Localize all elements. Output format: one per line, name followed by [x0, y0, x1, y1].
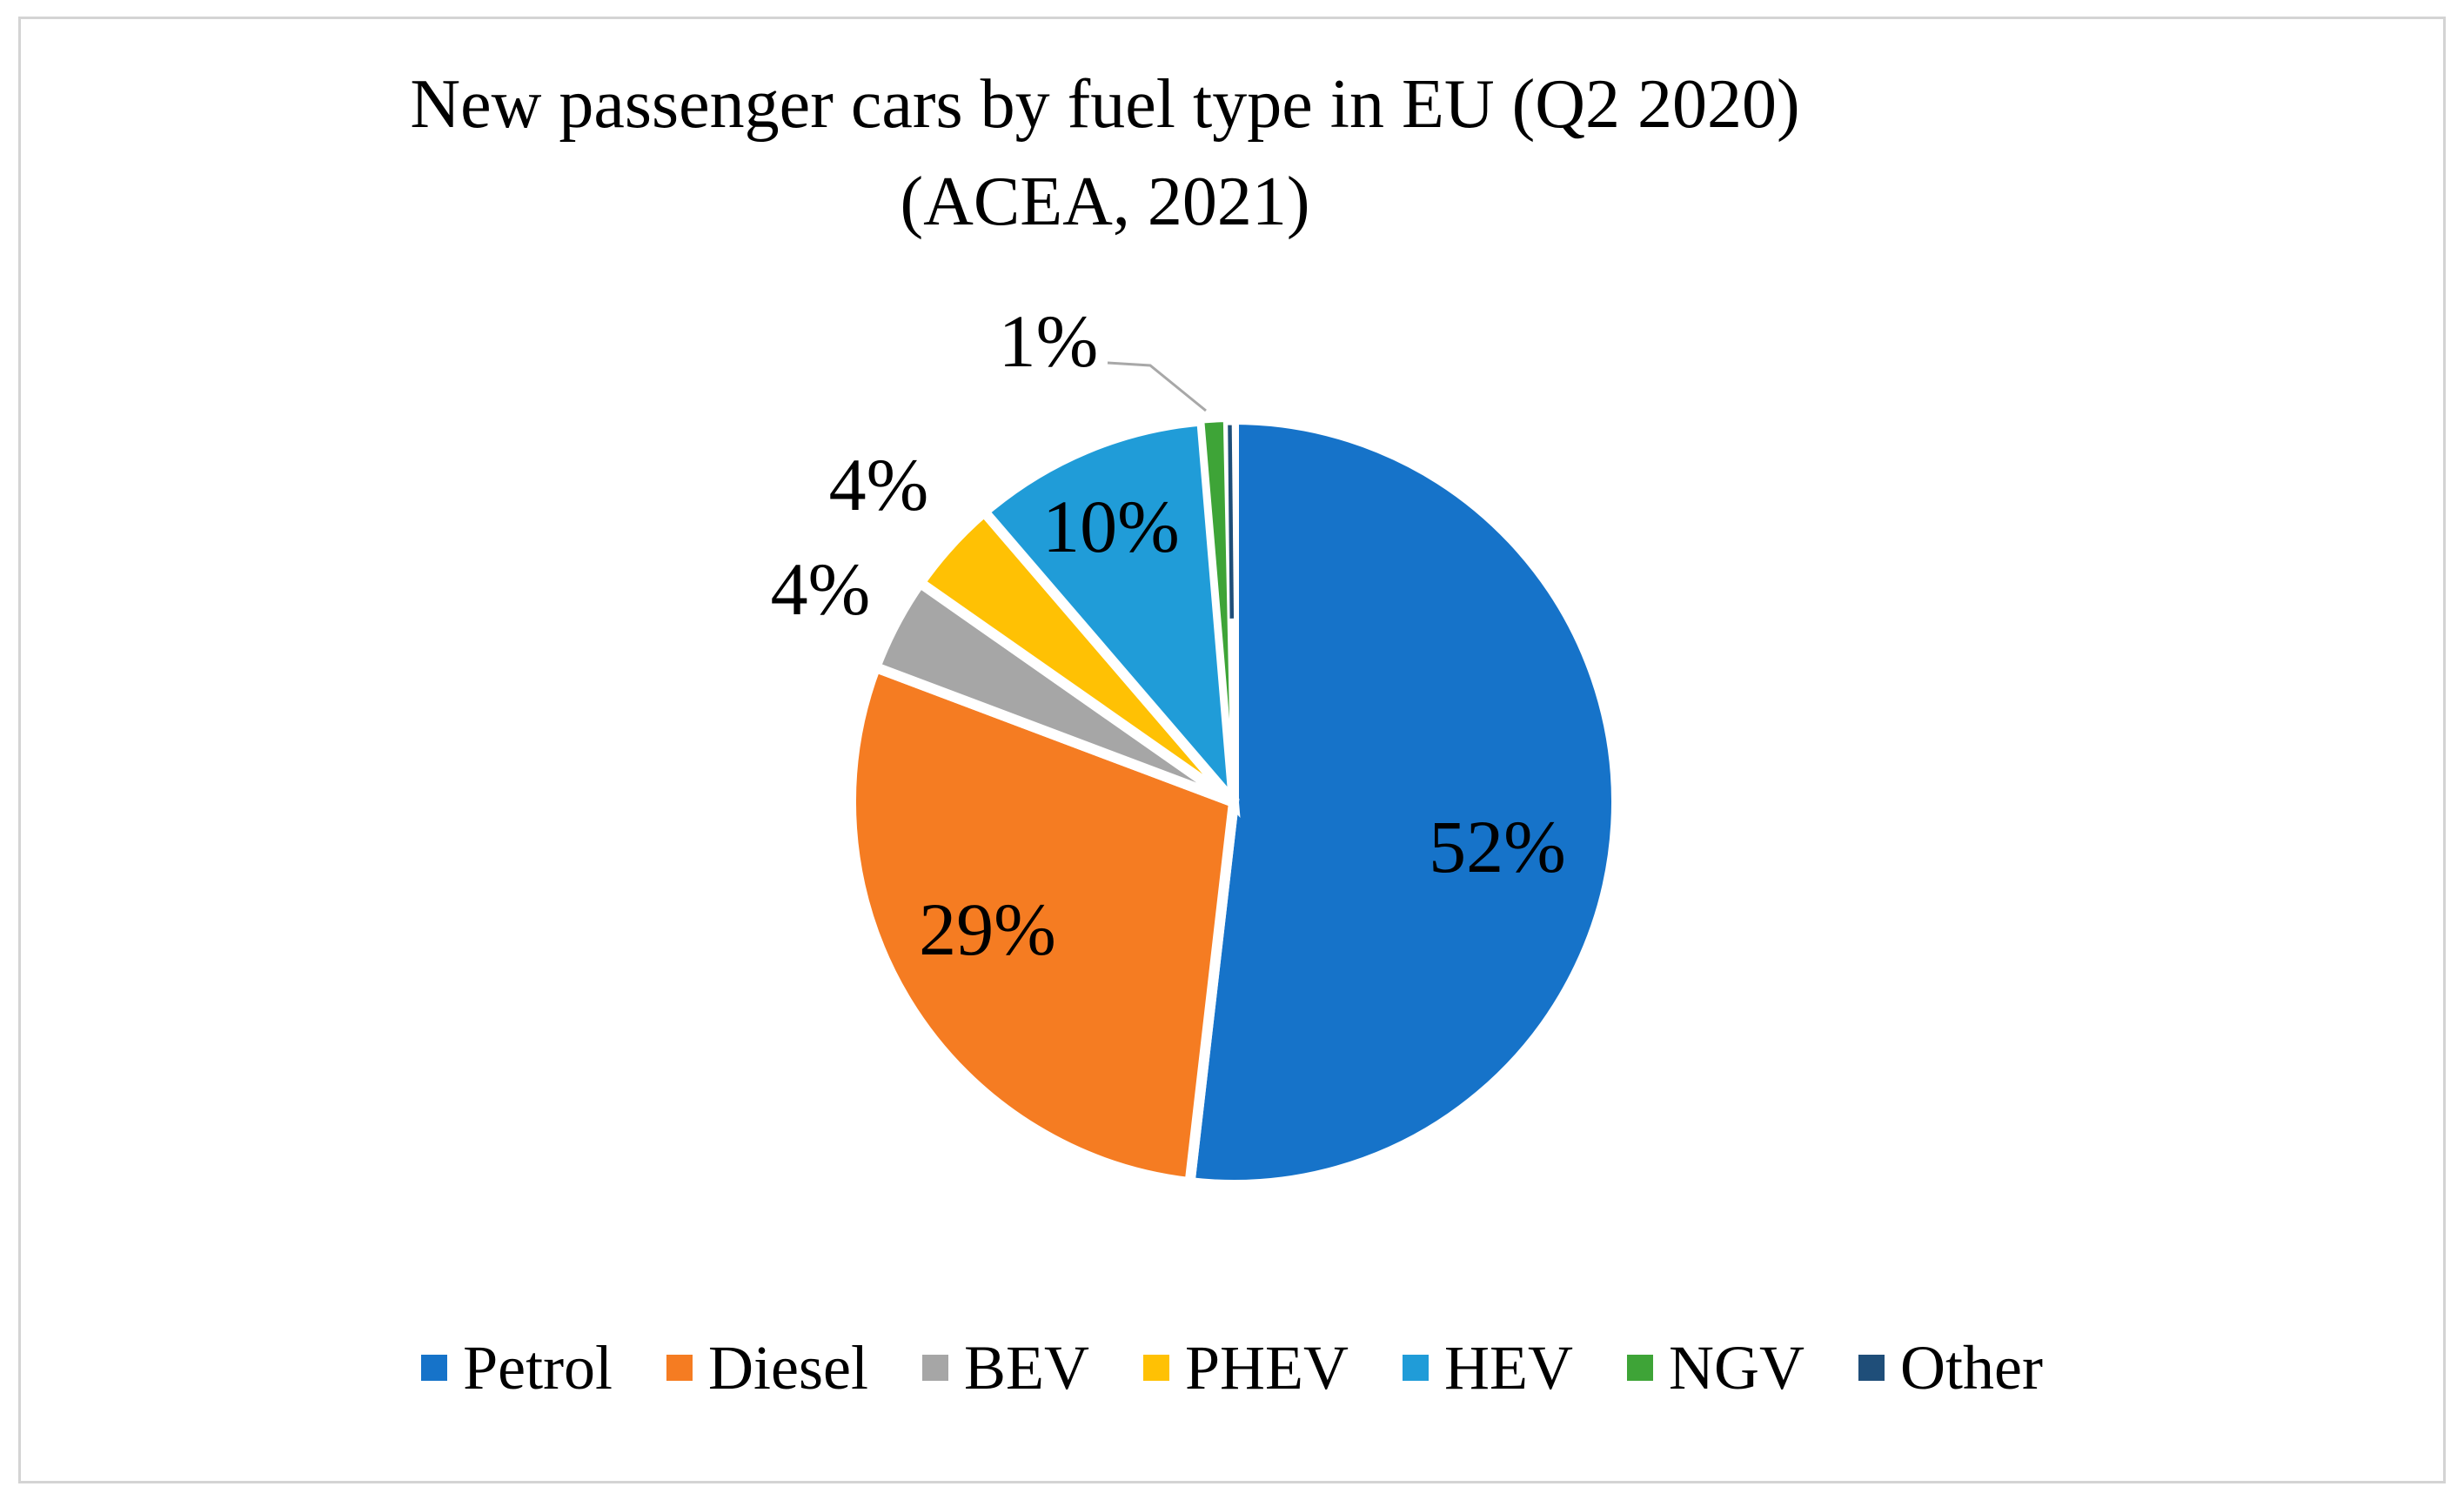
pie-slice-diesel: [846, 660, 1240, 1189]
pie-slice-hev: [976, 415, 1241, 818]
legend-item-diesel: Diesel: [666, 1336, 868, 1399]
legend-color-swatch-hev: [1403, 1355, 1429, 1381]
slice-label-phev: 4%: [829, 443, 929, 526]
legend-label-ngv: NGV: [1668, 1333, 1804, 1403]
chart-title-line1: New passenger cars by fuel type in EU (Q…: [410, 66, 1800, 143]
chart-title-line2: (ACEA, 2021): [900, 164, 1310, 240]
legend-item-bev: BEV: [921, 1333, 1089, 1403]
legend-color-swatch-ngv: [1626, 1355, 1653, 1381]
legend-color-swatch-diesel: [666, 1355, 693, 1381]
legend-label-hev: HEV: [1444, 1333, 1573, 1403]
legend-item-petrol: Petrol: [421, 1336, 613, 1399]
leader-line-ngv: [1107, 361, 1207, 412]
legend-item-phev: PHEV: [1142, 1333, 1349, 1403]
legend-label-other: Other: [1899, 1333, 2043, 1403]
legend-color-swatch-phev: [1142, 1355, 1169, 1381]
legend-label-bev: BEV: [963, 1333, 1089, 1403]
legend-label-petrol: Petrol: [463, 1333, 613, 1403]
legend: Petrol Diesel BEV PHEV HEV NGV Other: [21, 1336, 2443, 1399]
legend-color-swatch-other: [1858, 1355, 1885, 1381]
slice-label-ngv: 1%: [999, 299, 1099, 383]
pie-slice-other: [1228, 425, 1235, 619]
legend-label-diesel: Diesel: [708, 1333, 868, 1403]
slice-label-diesel: 29%: [919, 887, 1056, 971]
legend-color-swatch-petrol: [421, 1355, 448, 1381]
legend-item-other: Other: [1858, 1336, 2043, 1399]
slice-label-bev: 4%: [771, 547, 871, 631]
pie-slice-ngv: [1199, 417, 1236, 803]
slice-label-hev: 10%: [1042, 485, 1180, 568]
legend-label-phev: PHEV: [1184, 1333, 1349, 1403]
legend-item-hev: HEV: [1403, 1336, 1573, 1399]
chart-title: New passenger cars by fuel type in EU (Q…: [131, 56, 2079, 251]
slice-label-petrol: 52%: [1429, 805, 1566, 888]
legend-item-ngv: NGV: [1626, 1333, 1804, 1403]
legend-color-swatch-bev: [921, 1355, 948, 1381]
pie-slice-petrol: [1183, 413, 1622, 1190]
